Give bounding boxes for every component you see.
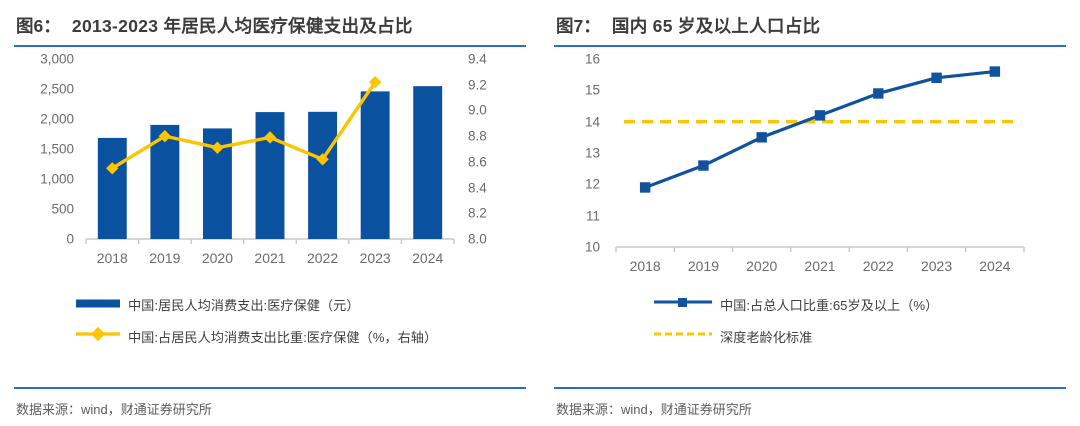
figure7-title-prefix: 图7： <box>556 16 601 36</box>
data-point-marker <box>158 129 172 143</box>
figure6-footer-rule <box>14 387 526 389</box>
figure6-title-prefix: 图6： <box>16 16 61 36</box>
legend-label: 深度老龄化标准 <box>720 330 813 345</box>
data-point-marker <box>316 153 329 166</box>
figure6-footer: 数据来源：wind，财通证券研究所 <box>14 387 526 418</box>
legend-label: 中国:占居民人均消费支出比重:医疗保健（%，右轴） <box>128 330 438 345</box>
data-point-marker <box>873 88 884 99</box>
figure6-title: 图6： 2013-2023 年居民人均医疗保健支出及占比 <box>14 8 526 45</box>
figure7-title-rule <box>554 45 1066 47</box>
data-point-marker <box>211 141 224 154</box>
line-square-swatch-icon <box>654 295 712 314</box>
bar <box>413 86 443 240</box>
bar-swatch-icon <box>76 296 120 314</box>
data-point-marker <box>698 160 709 171</box>
data-point-marker <box>931 72 942 83</box>
data-point-marker <box>106 162 119 175</box>
figure7-footer-rule <box>554 387 1066 389</box>
data-point-marker <box>263 131 277 144</box>
figure6-source: 数据来源：wind，财通证券研究所 <box>16 402 212 417</box>
legend-item: 中国:居民人均消费支出:医疗保健（元） <box>14 295 526 314</box>
figure7-title: 图7： 国内 65 岁及以上人口占比 <box>554 8 1066 45</box>
data-point-marker <box>989 66 1001 77</box>
figure7-source: 数据来源：wind，财通证券研究所 <box>556 402 752 417</box>
figure7-chart: 10 11 12 13 14 15 16 2018 2019 2020 2021 2022 2023 20… <box>554 51 1066 281</box>
data-point-marker <box>639 182 651 193</box>
legend-label: 中国:占总人口比重:65岁及以上（%） <box>720 298 939 313</box>
figure7-legend: 中国:占总人口比重:65岁及以上（%） 深度老龄化标准 <box>554 295 1066 346</box>
dashed-swatch-icon <box>654 327 712 346</box>
data-point-marker <box>368 75 382 89</box>
legend-item: 中国:占总人口比重:65岁及以上（%） <box>554 295 1066 314</box>
data-point-marker <box>814 110 826 121</box>
figure-panel-7: 图7： 国内 65 岁及以上人口占比 10 11 12 13 14 15 16 2018 201… <box>540 0 1080 426</box>
figure6-legend: 中国:居民人均消费支出:医疗保健（元） 中国:占居民人均消费支出比重:医疗保健（… <box>14 295 526 346</box>
legend-label: 中国:居民人均消费支出:医疗保健（元） <box>128 298 360 313</box>
figure6-chart: 0 500 1,000 1,500 2,000 2,500 3,000 8.0 8.2 8.4 8.… <box>14 51 526 281</box>
figure7-footer: 数据来源：wind，财通证券研究所 <box>554 387 1066 418</box>
bar <box>97 137 127 239</box>
figure-panel-6: 图6： 2013-2023 年居民人均医疗保健支出及占比 0 500 1,000 1,… <box>14 8 526 418</box>
line-diamond-swatch-icon <box>76 326 120 346</box>
figure6-title-rule <box>14 45 526 47</box>
legend-item: 深度老龄化标准 <box>554 327 1066 346</box>
figure7-title-text: 国内 65 岁及以上人口占比 <box>611 16 821 36</box>
data-point-marker <box>756 132 767 143</box>
figure6-plot <box>85 75 455 244</box>
bar <box>255 112 285 239</box>
bar <box>360 91 390 240</box>
figure6-title-text: 2013-2023 年居民人均医疗保健支出及占比 <box>71 16 413 36</box>
figure7-plot <box>615 66 1025 252</box>
legend-item: 中国:占居民人均消费支出比重:医疗保健（%，右轴） <box>14 326 526 346</box>
bar <box>308 111 338 239</box>
